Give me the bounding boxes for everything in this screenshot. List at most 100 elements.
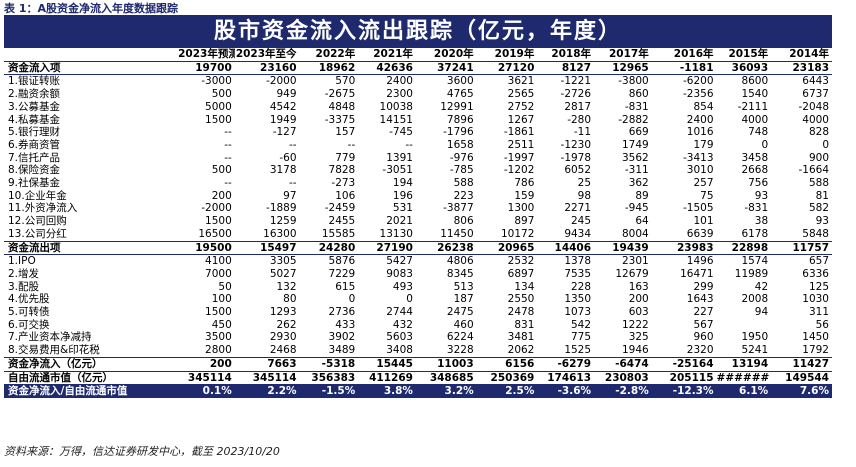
row-label: 10.企业年金: [8, 189, 67, 202]
cell: 1496: [686, 255, 714, 268]
cell: 250369: [476, 370, 538, 386]
row-label: 8.交易费用&印花税: [8, 344, 100, 357]
cell: 2320: [686, 344, 714, 357]
cell: -1202: [503, 164, 535, 177]
cell: 2532: [507, 255, 535, 268]
cell: 1949: [269, 113, 297, 126]
row-label: 12.公司回购: [8, 215, 67, 228]
cell: 10038: [379, 100, 413, 113]
cell: 1030: [802, 293, 829, 306]
cell: 1525: [564, 344, 592, 357]
cell: 20965: [476, 240, 538, 256]
cell: 1946: [622, 344, 649, 357]
cell: 6737: [802, 88, 829, 101]
cell: 3600: [446, 75, 474, 88]
table-row: 资金流入项 19700 23160 18962 42636 37241 27120 8127 1…: [4, 60, 832, 76]
cell: 26238: [415, 240, 477, 256]
cell: 657: [808, 255, 829, 268]
row-label: 8.保险资金: [8, 164, 61, 177]
row-label: 6.可交换: [8, 318, 50, 331]
cell: 3305: [269, 255, 297, 268]
cell: 2930: [269, 331, 297, 344]
cell: 228: [571, 280, 592, 293]
cell: 669: [628, 126, 649, 139]
cell: 14406: [537, 240, 595, 256]
row-label: 2.融资余额: [8, 88, 61, 101]
cell: 1643: [686, 293, 714, 306]
cell: 56: [815, 318, 829, 331]
cell: -2882: [618, 113, 649, 126]
cell: 542: [571, 318, 592, 331]
table-row: 12.公司回购 1500 1259 2455 2021 806 897 245 64 101 38 9…: [4, 215, 832, 228]
cell: 8600: [741, 75, 769, 88]
cell: 3228: [446, 344, 474, 357]
cell: 4100: [205, 255, 232, 268]
cell: 3902: [328, 331, 356, 344]
cell: 1073: [564, 306, 592, 319]
cell: 603: [628, 306, 649, 319]
cell: 5848: [802, 227, 829, 240]
cell: 5427: [386, 255, 413, 268]
cell: 19439: [594, 240, 652, 256]
cell: 230803: [594, 370, 652, 386]
cell: -976: [449, 151, 474, 164]
cell: 200: [211, 189, 232, 202]
cell: --: [224, 126, 232, 139]
cell: 4806: [446, 255, 474, 268]
cell: 2744: [386, 306, 413, 319]
cell: -1796: [443, 126, 474, 139]
cell: 567: [693, 318, 714, 331]
cell: 75: [700, 189, 714, 202]
row-label: 资金净流入（亿元）: [4, 356, 179, 372]
table-row: 3.配股 50 132 615 493 513 134 228 163 299 42 125: [4, 281, 832, 294]
cell: --: [405, 138, 413, 151]
cell: -6200: [683, 75, 714, 88]
header-row: 2023年预测 2023年至今 2022年 2021年 2020年 2019年 2018年 2…: [4, 48, 832, 62]
cell: 19700: [178, 60, 235, 76]
cell: 205115: [651, 370, 717, 386]
cell: 2565: [507, 88, 535, 101]
cell: 2301: [622, 255, 649, 268]
cell: 27120: [476, 60, 538, 76]
table-row: 5.可转债 1500 1293 2736 2744 2475 2478 1073 603 227 9…: [4, 306, 832, 319]
cell: 2736: [328, 306, 356, 319]
cell: -12.3%: [651, 384, 717, 398]
cell: 42: [754, 280, 769, 293]
cell: 1378: [564, 255, 592, 268]
cell: 570: [335, 75, 356, 88]
cell: 106: [335, 189, 356, 202]
cell: 6639: [686, 227, 714, 240]
row-label: 4.私募基金: [8, 113, 61, 126]
cell: 4000: [741, 113, 769, 126]
cell: 11989: [734, 267, 769, 280]
cell: 433: [335, 318, 356, 331]
cell: 1500: [205, 306, 232, 319]
cell: 163: [628, 280, 649, 293]
cell: 960: [693, 331, 714, 344]
cell: 299: [693, 280, 714, 293]
row-label: 6.券商资管: [8, 138, 61, 151]
cell: 2475: [446, 306, 474, 319]
cell: -3800: [618, 75, 649, 88]
cell: 432: [392, 318, 413, 331]
cell: 2550: [507, 293, 535, 306]
row-label: 7.产业资本净减持: [8, 331, 92, 344]
cell: 6224: [446, 331, 474, 344]
cell: 42636: [358, 60, 416, 76]
cell: 831: [514, 318, 535, 331]
table-row: 8.交易费用&印花税 2800 2468 3489 3408 3228 2062 1525 19…: [4, 344, 832, 357]
cell: --: [288, 138, 297, 151]
corner: [4, 48, 179, 62]
cell: --: [224, 177, 232, 190]
cell: 11003: [415, 356, 477, 372]
cell: 854: [693, 100, 714, 113]
cell: 345114: [178, 370, 235, 386]
row-label: 5.银行理财: [8, 126, 61, 139]
cell: 1500: [205, 113, 232, 126]
cell: 196: [392, 189, 413, 202]
cell: 513: [453, 280, 474, 293]
cell: 7229: [328, 267, 356, 280]
cell: 2468: [269, 344, 297, 357]
cell: 311: [808, 306, 829, 319]
cell: 174613: [537, 370, 595, 386]
